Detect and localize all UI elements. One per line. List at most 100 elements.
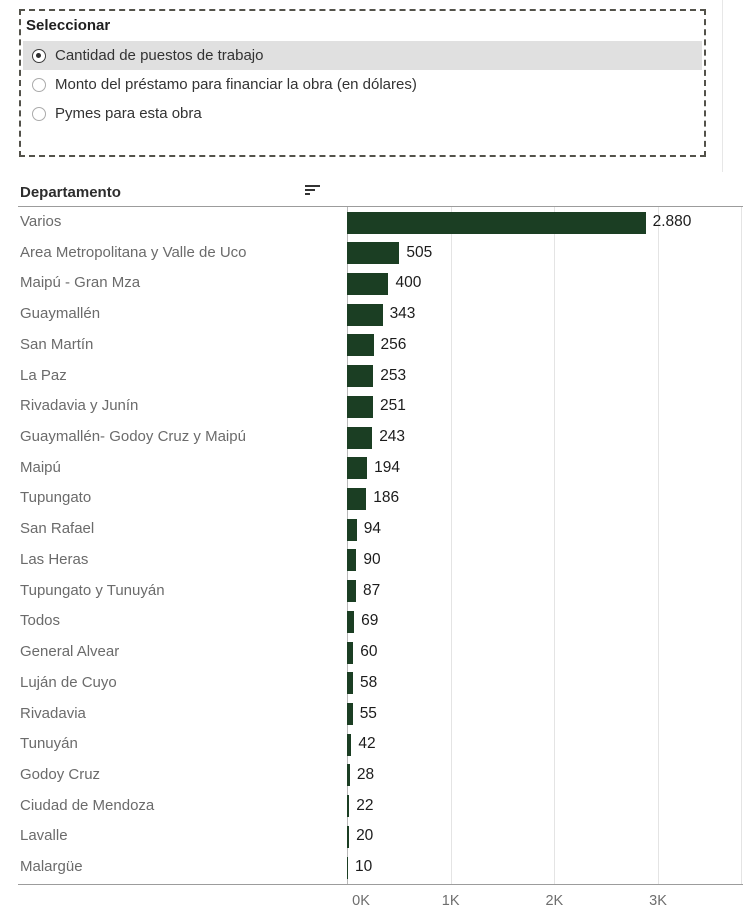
bar-value-label: 58 <box>360 673 378 691</box>
x-axis-line <box>18 884 743 885</box>
chart-row[interactable]: Malargüe 10 <box>0 852 743 883</box>
row-label: Malargüe <box>20 858 83 876</box>
bar[interactable] <box>347 549 357 572</box>
sort-descending-icon[interactable] <box>305 185 321 198</box>
bar[interactable] <box>347 457 368 480</box>
zone-edge-divider <box>722 0 723 172</box>
x-tick-label: 3K <box>649 893 667 909</box>
chart-row[interactable]: Guaymallén- Godoy Cruz y Maipú 243 <box>0 422 743 453</box>
bar-value-label: 243 <box>379 428 406 446</box>
plot-right-edge <box>741 207 742 884</box>
bar-value-label: 20 <box>356 827 374 845</box>
bar-value-label: 60 <box>360 643 378 661</box>
bar-value-label: 2.880 <box>652 213 692 230</box>
chart-row[interactable]: La Paz 253 <box>0 361 743 392</box>
bar-value-label: 22 <box>356 796 374 814</box>
chart-row[interactable]: Luján de Cuyo 58 <box>0 668 743 699</box>
row-label: Tupungato y Tunuyán <box>20 581 165 599</box>
bar[interactable] <box>347 764 350 787</box>
chart-row[interactable]: Rivadavia y Junín 251 <box>0 391 743 422</box>
chart-row[interactable]: Godoy Cruz 28 <box>0 760 743 791</box>
column-header-departamento[interactable]: Departamento <box>20 184 121 201</box>
bar-value-label: 505 <box>406 243 433 261</box>
bar[interactable] <box>347 365 374 388</box>
chart-row[interactable]: Lavalle 20 <box>0 821 743 852</box>
radio-option-pymes[interactable]: Pymes para esta obra <box>23 99 702 128</box>
radio-option-label: Pymes para esta obra <box>55 105 202 122</box>
x-tick-label: 0K <box>352 893 370 909</box>
bar[interactable] <box>347 334 374 357</box>
bar[interactable] <box>347 426 373 449</box>
chart-row[interactable]: Rivadavia 55 <box>0 699 743 730</box>
bar[interactable] <box>347 518 357 541</box>
chart-row[interactable]: Tunuyán 42 <box>0 729 743 760</box>
row-label: Varios <box>20 213 62 230</box>
bar[interactable] <box>347 395 374 418</box>
bar[interactable] <box>347 211 646 234</box>
row-label: Las Heras <box>20 550 89 568</box>
bar-value-label: 253 <box>380 366 407 384</box>
chart-row[interactable]: Ciudad de Mendoza 22 <box>0 791 743 822</box>
bar[interactable] <box>347 733 352 756</box>
bar[interactable] <box>347 303 383 326</box>
chart-row[interactable]: Maipú - Gran Mza 400 <box>0 268 743 299</box>
row-label: Rivadavia <box>20 704 86 722</box>
bar-value-label: 55 <box>359 704 377 722</box>
row-label: Godoy Cruz <box>20 765 101 783</box>
bar[interactable] <box>347 825 350 848</box>
radio-option-monto-prestamo[interactable]: Monto del préstamo para financiar la obr… <box>23 70 702 99</box>
row-label: La Paz <box>20 366 67 384</box>
filter-panel: Seleccionar Cantidad de puestos de traba… <box>19 9 706 157</box>
bar-value-label: 194 <box>374 458 400 476</box>
chart-rows: Varios 2.880 Area Metropolitana y Valle de… <box>0 207 743 883</box>
bar-value-label: 87 <box>363 581 381 599</box>
bar-value-label: 94 <box>363 520 381 538</box>
chart-row[interactable]: Guaymallén 343 <box>0 299 743 330</box>
chart-row[interactable]: Varios 2.880 <box>0 207 743 238</box>
bar[interactable] <box>347 703 353 725</box>
bar[interactable] <box>347 242 400 265</box>
chart-row[interactable]: Tupungato 186 <box>0 483 743 514</box>
chart-row[interactable]: San Rafael 94 <box>0 514 743 545</box>
chart-row[interactable]: Tupungato y Tunuyán 87 <box>0 576 743 607</box>
bar[interactable] <box>347 795 350 818</box>
row-label: Lavalle <box>20 827 68 845</box>
chart-row[interactable]: Area Metropolitana y Valle de Uco 505 <box>0 238 743 269</box>
chart-row[interactable]: General Alvear 60 <box>0 637 743 668</box>
bar[interactable] <box>347 641 354 664</box>
radio-option-cantidad-puestos[interactable]: Cantidad de puestos de trabajo <box>23 41 702 70</box>
row-label: Tupungato <box>20 489 92 507</box>
bar-value-label: 186 <box>373 489 400 507</box>
radio-option-label: Monto del préstamo para financiar la obr… <box>55 76 417 93</box>
row-label: Guaymallén- Godoy Cruz y Maipú <box>20 428 246 446</box>
row-label: Todos <box>20 612 61 630</box>
chart-row[interactable]: Maipú 194 <box>0 453 743 484</box>
radio-icon[interactable] <box>32 48 46 63</box>
row-label: Area Metropolitana y Valle de Uco <box>20 243 247 261</box>
row-label: Maipú <box>20 458 61 476</box>
bar-value-label: 69 <box>361 612 379 630</box>
bar-value-label: 343 <box>389 305 416 323</box>
bar[interactable] <box>347 856 349 879</box>
radio-icon[interactable] <box>32 106 46 121</box>
gridline <box>554 207 556 884</box>
bar[interactable] <box>347 672 353 695</box>
row-label: Tunuyán <box>20 735 78 753</box>
row-label: Rivadavia y Junín <box>20 397 139 415</box>
axis-zero-line <box>347 207 348 884</box>
gridline <box>658 207 660 884</box>
radio-option-label: Cantidad de puestos de trabajo <box>55 47 264 64</box>
radio-icon[interactable] <box>32 77 46 92</box>
chart-row[interactable]: Todos 69 <box>0 606 743 637</box>
bar-value-label: 90 <box>363 550 381 568</box>
bar[interactable] <box>347 272 389 295</box>
bar[interactable] <box>347 487 367 510</box>
bar[interactable] <box>347 610 355 633</box>
chart-row[interactable]: San Martín 256 <box>0 330 743 361</box>
bar[interactable] <box>347 580 357 603</box>
bar-value-label: 251 <box>380 397 406 415</box>
bar-value-label: 256 <box>380 335 407 353</box>
x-tick-label: 2K <box>545 893 564 909</box>
chart-row[interactable]: Las Heras 90 <box>0 545 743 576</box>
